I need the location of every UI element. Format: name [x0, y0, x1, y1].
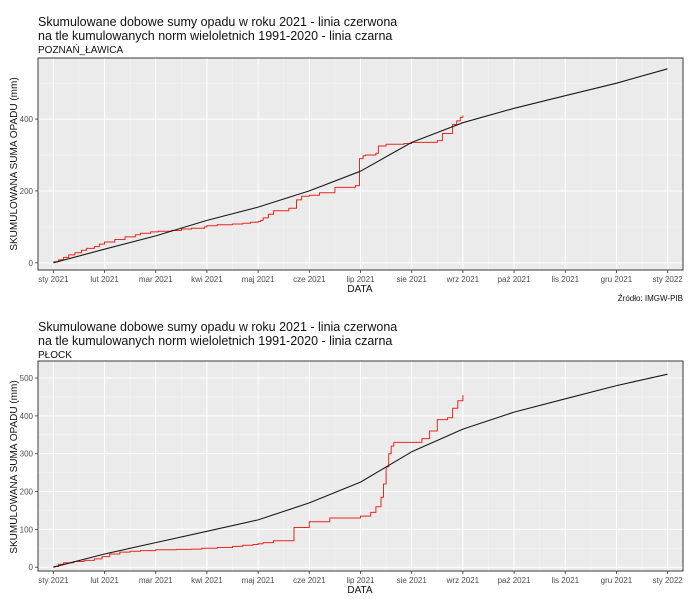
plot-area: sty 2021 lut 2021 mar 2021 kwi 2021 maj 2021… [20, 360, 684, 585]
x-tick-label: paź 2021 [498, 275, 531, 284]
x-tick-label: lip 2021 [346, 275, 375, 284]
chart-title-line-2: na tle kumulowanych norm wieloletnich 19… [38, 29, 392, 43]
x-tick-label: mar 2021 [139, 576, 173, 585]
x-tick-label: sie 2021 [397, 275, 428, 284]
x-tick-label: kwi 2021 [191, 576, 223, 585]
y-tick-label: 100 [20, 525, 34, 534]
x-tick-label: sty 2022 [653, 275, 684, 284]
x-tick-label: gru 2021 [601, 275, 633, 284]
y-tick-label: 300 [20, 450, 34, 459]
chart-subtitle: POZNAŃ_ŁAWICA [38, 43, 124, 56]
chart-title-line-1: Skumulowane dobowe sumy opadu w roku 202… [38, 320, 397, 334]
source-caption: Źródło: IMGW-PIB [618, 294, 683, 303]
plot-border [37, 360, 684, 572]
x-axis-title: DATA [347, 284, 373, 295]
y-tick-label: 200 [20, 187, 34, 196]
x-tick-label: cze 2021 [293, 275, 326, 284]
x-axis-title: DATA [347, 585, 373, 596]
x-tick-label: paź 2021 [498, 576, 531, 585]
series-line-normal-1991-2020 [53, 373, 668, 568]
y-tick-label: 0 [29, 563, 34, 572]
x-tick-label: lis 2021 [551, 576, 579, 585]
x-tick-label: lis 2021 [551, 275, 579, 284]
series-line-normal-1991-2020 [53, 68, 668, 264]
x-tick-label: maj 2021 [242, 275, 275, 284]
y-tick-label: 400 [20, 115, 34, 124]
chart-poznan: Skumulowane dobowe sumy opadu w roku 202… [9, 15, 684, 303]
series-line-2021-precipitation [53, 395, 464, 567]
y-tick-label: 200 [20, 488, 34, 497]
x-tick-label: sty 2022 [653, 576, 684, 585]
plot-border [37, 57, 684, 271]
chart-title-line-1: Skumulowane dobowe sumy opadu w roku 202… [38, 15, 397, 29]
y-axis-title: SKUMULOWANA SUMA OPADU (mm) [9, 77, 20, 250]
x-tick-label: lip 2021 [346, 576, 375, 585]
series-line-2021-precipitation [53, 115, 464, 263]
x-tick-label: sty 2021 [38, 275, 69, 284]
x-tick-label: gru 2021 [601, 576, 633, 585]
y-axis-title: SKUMULOWANA SUMA OPADU (mm) [9, 380, 20, 553]
x-tick-label: sty 2021 [38, 576, 69, 585]
x-tick-label: lut 2021 [90, 275, 119, 284]
x-tick-label: sie 2021 [397, 576, 428, 585]
x-tick-label: wrz 2021 [446, 275, 480, 284]
y-tick-label: 400 [20, 412, 34, 421]
x-tick-label: lut 2021 [90, 576, 119, 585]
chart-subtitle: PŁOCK [38, 350, 72, 361]
y-tick-label: 0 [29, 259, 34, 268]
y-tick-label: 500 [20, 374, 34, 383]
x-tick-label: cze 2021 [293, 576, 326, 585]
x-tick-label: mar 2021 [139, 275, 173, 284]
x-tick-label: maj 2021 [242, 576, 275, 585]
chart-title-line-2: na tle kumulowanych norm wieloletnich 19… [38, 334, 392, 348]
x-tick-label: kwi 2021 [191, 275, 223, 284]
chart-plock: Skumulowane dobowe sumy opadu w roku 202… [9, 320, 684, 596]
plot-area: sty 2021 lut 2021 mar 2021 kwi 2021 maj 2021… [20, 57, 684, 284]
x-tick-label: wrz 2021 [446, 576, 480, 585]
